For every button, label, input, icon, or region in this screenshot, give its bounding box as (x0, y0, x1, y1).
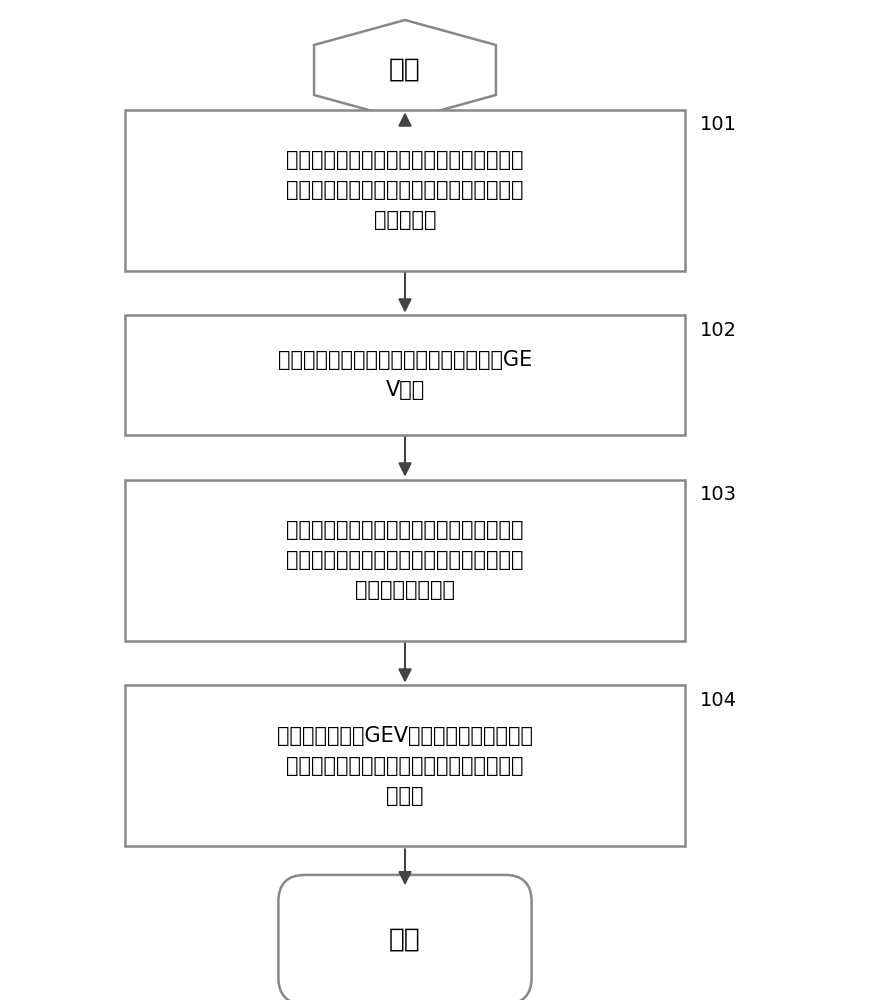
Bar (125, 109, 685, 270)
Text: 101: 101 (700, 115, 737, 134)
Bar (125, 480, 685, 640)
Bar (125, 316, 685, 434)
Bar (125, 686, 685, 846)
Text: 获取河流的目标断面在预设历史时间段内的
洪水监测历史数据，以及获取预估期内的气
候变化参数: 获取河流的目标断面在预设历史时间段内的 洪水监测历史数据，以及获取预估期内的气 … (286, 150, 523, 230)
Text: 根据所述非平稳GEV模型和所述逐日径流量
，确定所述河流的目标断面在预估期内的洪
水频率: 根据所述非平稳GEV模型和所述逐日径流量 ，确定所述河流的目标断面在预估期内的洪… (277, 726, 533, 806)
Text: 根据所述洪水监测历史数据，确定非平稳GE
V模型: 根据所述洪水监测历史数据，确定非平稳GE V模型 (278, 350, 532, 400)
FancyBboxPatch shape (278, 875, 531, 1000)
Text: 103: 103 (700, 485, 737, 504)
Text: 将所述气候变化参数输入至分布式水文模型
中，计算得到河流的目标断面的在所述预估
期内的逐日径流量: 将所述气候变化参数输入至分布式水文模型 中，计算得到河流的目标断面的在所述预估 … (286, 520, 523, 600)
Text: 开始: 开始 (389, 57, 421, 83)
Text: 102: 102 (700, 320, 737, 340)
Text: 104: 104 (700, 690, 737, 710)
Polygon shape (314, 20, 496, 120)
Text: 结束: 结束 (389, 926, 421, 952)
